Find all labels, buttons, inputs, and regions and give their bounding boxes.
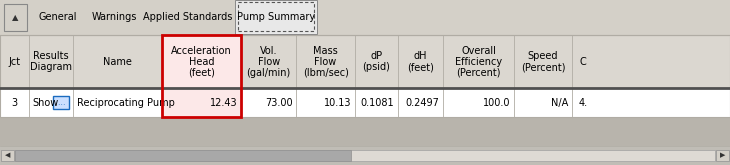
Text: 12.43: 12.43: [210, 98, 237, 108]
Text: 4.: 4.: [579, 98, 588, 108]
Text: General: General: [39, 12, 77, 22]
Bar: [15, 150, 715, 161]
Bar: [162, 35, 241, 88]
Text: Pump Summary: Pump Summary: [237, 12, 315, 22]
Text: C: C: [580, 57, 587, 67]
Text: 10.13: 10.13: [323, 98, 351, 108]
Text: dH
(feet): dH (feet): [407, 51, 434, 72]
Text: Speed
(Percent): Speed (Percent): [521, 51, 565, 72]
Bar: [0, 35, 730, 88]
Text: N/A: N/A: [551, 98, 569, 108]
Text: ▲: ▲: [12, 13, 18, 22]
Bar: [0, 117, 730, 146]
Text: Jct: Jct: [9, 57, 20, 67]
Text: Vol.
Flow
(gal/min): Vol. Flow (gal/min): [247, 46, 291, 78]
Bar: [162, 35, 241, 117]
Text: 3: 3: [12, 98, 18, 108]
Text: dP
(psid): dP (psid): [362, 51, 391, 72]
Bar: [0, 88, 730, 117]
Text: Name: Name: [103, 57, 132, 67]
Bar: [15, 150, 351, 161]
Text: Overall
Efficiency
(Percent): Overall Efficiency (Percent): [455, 46, 502, 78]
Bar: [1, 150, 14, 161]
Text: …: …: [58, 98, 65, 107]
Text: 0.1081: 0.1081: [361, 98, 394, 108]
Bar: [235, 0, 317, 34]
Bar: [0, 35, 730, 117]
Text: Mass
Flow
(lbm/sec): Mass Flow (lbm/sec): [303, 46, 348, 78]
Text: 73.00: 73.00: [265, 98, 293, 108]
Text: 0.2497: 0.2497: [406, 98, 439, 108]
Bar: [0, 146, 730, 165]
Text: ◀: ◀: [4, 152, 10, 159]
Text: Applied Standards: Applied Standards: [143, 12, 232, 22]
Bar: [33, 0, 82, 34]
Bar: [53, 96, 69, 109]
Bar: [162, 88, 241, 117]
Text: 100.0: 100.0: [483, 98, 510, 108]
Bar: [0, 0, 730, 35]
Text: Acceleration
Head
(feet): Acceleration Head (feet): [171, 46, 232, 78]
Text: ▶: ▶: [720, 152, 726, 159]
Bar: [145, 0, 231, 34]
Text: Results
Diagram: Results Diagram: [30, 51, 72, 72]
Text: Reciprocating Pump: Reciprocating Pump: [77, 98, 175, 108]
Bar: [238, 2, 314, 31]
Bar: [716, 150, 729, 161]
Bar: [4, 4, 27, 31]
Text: Warnings: Warnings: [91, 12, 137, 22]
Bar: [86, 0, 142, 34]
Text: Show: Show: [33, 98, 59, 108]
